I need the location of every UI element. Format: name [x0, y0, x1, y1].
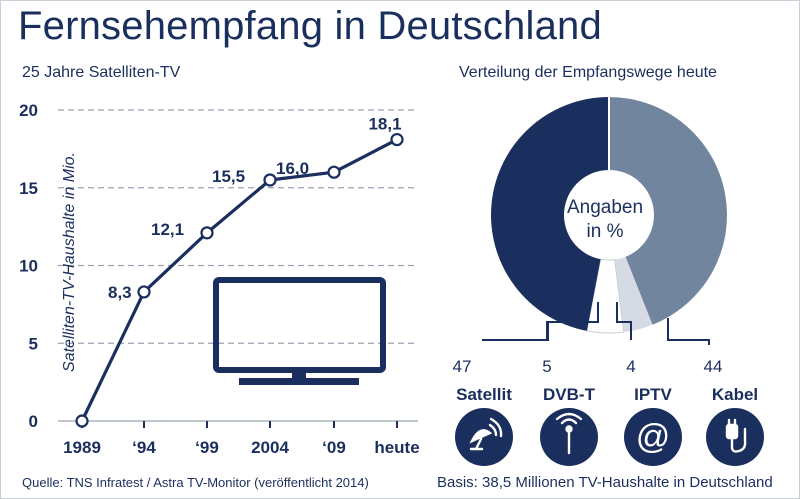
cable-line	[730, 427, 747, 453]
data-point	[75, 414, 89, 428]
icon-badge	[455, 408, 513, 466]
data-point	[137, 285, 151, 299]
pie-value-label: 4	[626, 357, 635, 376]
y-tick-label: 20	[19, 101, 38, 120]
tv-illustration	[213, 277, 386, 385]
antenna-tip	[565, 425, 573, 433]
tv-base-icon	[239, 378, 359, 385]
x-tick-label: 2004	[251, 438, 289, 457]
pie-value-label: 44	[704, 357, 723, 376]
pie-category-label: Kabel	[712, 385, 758, 404]
x-tick-label: 1989	[63, 438, 101, 457]
at-sign-icon: @	[636, 418, 671, 456]
tv-stand-icon	[292, 370, 306, 378]
signal-wave	[555, 412, 583, 421]
leader-line	[482, 322, 549, 341]
signal-wave	[488, 423, 498, 437]
satellite-dish-icon	[469, 417, 503, 451]
leader-line	[616, 302, 632, 340]
data-point	[390, 132, 404, 147]
dish-mast	[474, 437, 483, 451]
pie-center-label: in %	[587, 221, 624, 242]
signal-wave	[489, 417, 503, 438]
x-tick-label: ‘94	[132, 438, 156, 457]
dish-shape	[469, 429, 493, 444]
y-tick-label: 10	[19, 257, 38, 276]
pie-slice-iptv	[614, 256, 653, 333]
line-chart-title: 25 Jahre Satelliten-TV	[22, 64, 181, 81]
cable-plug-icon	[725, 418, 747, 453]
data-point	[200, 226, 214, 240]
pie-category-label: DVB-T	[543, 385, 596, 404]
at-glyph: @	[636, 418, 671, 456]
leader-line	[546, 302, 599, 340]
y-axis-label: Satelliten-TV-Haushalte in Mio.	[61, 152, 78, 372]
plug-body	[725, 423, 739, 440]
data-label: 15,5	[212, 167, 245, 186]
x-tick-label: heute	[374, 438, 419, 457]
data-point	[263, 173, 277, 187]
donut-chart-title: Verteilung der Empfangswege heute	[459, 64, 717, 81]
y-tick-label: 15	[19, 179, 38, 198]
antenna-icon	[555, 412, 583, 455]
icon-badge	[624, 408, 682, 466]
y-tick-label: 0	[29, 412, 38, 431]
data-label: 18,1	[368, 115, 401, 134]
leader-line	[667, 318, 710, 345]
series-line	[80, 138, 398, 422]
page-title: Fernsehempfang in Deutschland	[18, 4, 602, 48]
data-point	[327, 165, 341, 179]
data-label: 8,3	[108, 283, 132, 302]
data-label: 12,1	[151, 220, 184, 239]
pie-slice-satellit	[491, 97, 609, 331]
source-note: Quelle: TNS Infratest / Astra TV-Monitor…	[22, 475, 369, 490]
tv-screen-icon	[213, 277, 386, 373]
signal-wave	[560, 418, 578, 425]
pie-slice-kabel	[609, 97, 727, 325]
pie-slice-dvb-t	[586, 258, 625, 334]
pie-value-label: 47	[453, 357, 472, 376]
basis-note: Basis: 38,5 Millionen TV-Haushalte in De…	[437, 474, 773, 491]
x-tick-label: ‘09	[322, 438, 346, 457]
pie-value-label: 5	[542, 357, 551, 376]
y-tick-label: 5	[29, 334, 38, 353]
pie-center-label: Angaben	[567, 197, 643, 218]
x-tick-label: ‘99	[195, 438, 219, 457]
data-label: 16,0	[276, 159, 309, 178]
pie-category-label: IPTV	[634, 385, 672, 404]
pie-category-label: Satellit	[456, 385, 512, 404]
